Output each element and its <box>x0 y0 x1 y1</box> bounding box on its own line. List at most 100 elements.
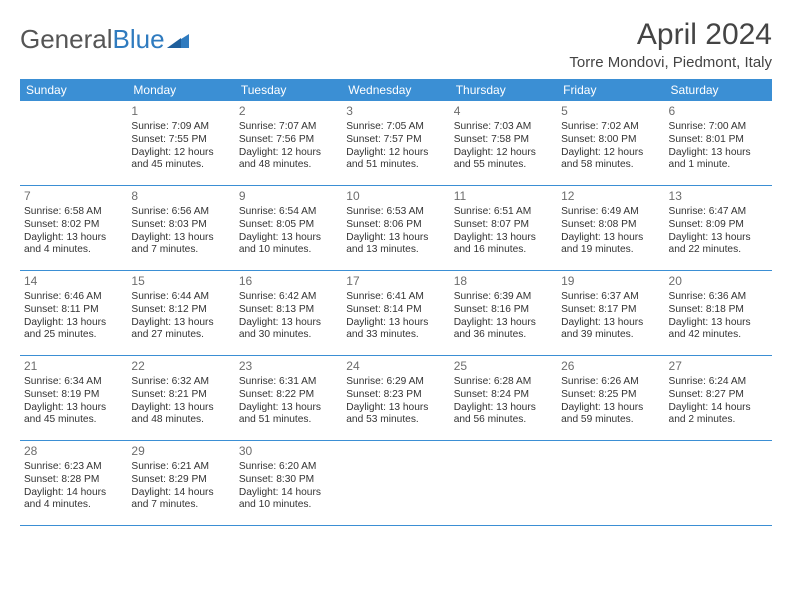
day-number: 10 <box>346 189 445 204</box>
daylight-text: Daylight: 12 hours and 55 minutes. <box>454 147 553 173</box>
sunset-text: Sunset: 7:57 PM <box>346 134 445 147</box>
sunrise-text: Sunrise: 6:44 AM <box>131 291 230 304</box>
sunrise-text: Sunrise: 6:28 AM <box>454 376 553 389</box>
day-cell: 7Sunrise: 6:58 AMSunset: 8:02 PMDaylight… <box>20 186 127 270</box>
day-cell: 3Sunrise: 7:05 AMSunset: 7:57 PMDaylight… <box>342 101 449 185</box>
day-cell: 6Sunrise: 7:00 AMSunset: 8:01 PMDaylight… <box>665 101 772 185</box>
week-row: 14Sunrise: 6:46 AMSunset: 8:11 PMDayligh… <box>20 271 772 356</box>
day-cell: 13Sunrise: 6:47 AMSunset: 8:09 PMDayligh… <box>665 186 772 270</box>
week-row: 28Sunrise: 6:23 AMSunset: 8:28 PMDayligh… <box>20 441 772 526</box>
sunset-text: Sunset: 8:00 PM <box>561 134 660 147</box>
daylight-text: Daylight: 14 hours and 10 minutes. <box>239 487 338 513</box>
day-cell <box>557 441 664 525</box>
daylight-text: Daylight: 13 hours and 22 minutes. <box>669 232 768 258</box>
day-cell: 4 Sunrise: 7:03 AMSunset: 7:58 PMDaylight… <box>450 101 557 185</box>
month-title: April 2024 <box>569 18 772 52</box>
sunrise-text: Sunrise: 7:00 AM <box>669 121 768 134</box>
sunrise-text: Sunrise: 6:42 AM <box>239 291 338 304</box>
page: GeneralBlue April 2024 Torre Mondovi, Pi… <box>0 0 792 536</box>
day-cell: 2Sunrise: 7:07 AMSunset: 7:56 PMDaylight… <box>235 101 342 185</box>
daylight-text: Daylight: 12 hours and 48 minutes. <box>239 147 338 173</box>
daylight-text: Daylight: 13 hours and 51 minutes. <box>239 402 338 428</box>
sunset-text: Sunset: 8:08 PM <box>561 219 660 232</box>
day-cell: 23Sunrise: 6:31 AMSunset: 8:22 PMDayligh… <box>235 356 342 440</box>
day-number: 11 <box>454 189 553 204</box>
day-number: 6 <box>669 104 768 119</box>
sunrise-text: Sunrise: 7:03 AM <box>454 121 553 134</box>
day-cell: 28Sunrise: 6:23 AMSunset: 8:28 PMDayligh… <box>20 441 127 525</box>
daylight-text: Daylight: 12 hours and 58 minutes. <box>561 147 660 173</box>
sunset-text: Sunset: 8:30 PM <box>239 474 338 487</box>
day-number: 21 <box>24 359 123 374</box>
sunset-text: Sunset: 8:11 PM <box>24 304 123 317</box>
day-cell: 17Sunrise: 6:41 AMSunset: 8:14 PMDayligh… <box>342 271 449 355</box>
day-cell: 20Sunrise: 6:36 AMSunset: 8:18 PMDayligh… <box>665 271 772 355</box>
day-cell: 9Sunrise: 6:54 AMSunset: 8:05 PMDaylight… <box>235 186 342 270</box>
sunset-text: Sunset: 7:55 PM <box>131 134 230 147</box>
sunrise-text: Sunrise: 6:58 AM <box>24 206 123 219</box>
daylight-text: Daylight: 13 hours and 19 minutes. <box>561 232 660 258</box>
sunset-text: Sunset: 8:09 PM <box>669 219 768 232</box>
sunset-text: Sunset: 8:27 PM <box>669 389 768 402</box>
sunset-text: Sunset: 8:28 PM <box>24 474 123 487</box>
day-number: 17 <box>346 274 445 289</box>
day-number: 23 <box>239 359 338 374</box>
day-cell: 16Sunrise: 6:42 AMSunset: 8:13 PMDayligh… <box>235 271 342 355</box>
sunset-text: Sunset: 8:06 PM <box>346 219 445 232</box>
sunrise-text: Sunrise: 6:36 AM <box>669 291 768 304</box>
dow-monday: Monday <box>127 79 234 101</box>
day-number: 9 <box>239 189 338 204</box>
sunrise-text: Sunrise: 6:32 AM <box>131 376 230 389</box>
day-cell <box>450 441 557 525</box>
sunrise-text: Sunrise: 6:51 AM <box>454 206 553 219</box>
sunrise-text: Sunrise: 6:39 AM <box>454 291 553 304</box>
daylight-text: Daylight: 13 hours and 36 minutes. <box>454 317 553 343</box>
day-cell: 10Sunrise: 6:53 AMSunset: 8:06 PMDayligh… <box>342 186 449 270</box>
day-number: 1 <box>131 104 230 119</box>
day-number: 4 <box>454 104 553 119</box>
daylight-text: Daylight: 12 hours and 45 minutes. <box>131 147 230 173</box>
sunrise-text: Sunrise: 6:53 AM <box>346 206 445 219</box>
sunrise-text: Sunrise: 6:47 AM <box>669 206 768 219</box>
dow-tuesday: Tuesday <box>235 79 342 101</box>
day-cell <box>665 441 772 525</box>
dow-wednesday: Wednesday <box>342 79 449 101</box>
daylight-text: Daylight: 13 hours and 4 minutes. <box>24 232 123 258</box>
day-number: 14 <box>24 274 123 289</box>
day-number: 16 <box>239 274 338 289</box>
day-cell: 19Sunrise: 6:37 AMSunset: 8:17 PMDayligh… <box>557 271 664 355</box>
sunset-text: Sunset: 8:22 PM <box>239 389 338 402</box>
day-cell: 22Sunrise: 6:32 AMSunset: 8:21 PMDayligh… <box>127 356 234 440</box>
sunset-text: Sunset: 8:25 PM <box>561 389 660 402</box>
sunset-text: Sunset: 8:03 PM <box>131 219 230 232</box>
sunset-text: Sunset: 8:16 PM <box>454 304 553 317</box>
dow-friday: Friday <box>557 79 664 101</box>
daylight-text: Daylight: 13 hours and 42 minutes. <box>669 317 768 343</box>
day-cell: 11Sunrise: 6:51 AMSunset: 8:07 PMDayligh… <box>450 186 557 270</box>
sunrise-text: Sunrise: 7:09 AM <box>131 121 230 134</box>
title-block: April 2024 Torre Mondovi, Piedmont, Ital… <box>569 18 772 71</box>
daylight-text: Daylight: 13 hours and 33 minutes. <box>346 317 445 343</box>
calendar: Sunday Monday Tuesday Wednesday Thursday… <box>20 79 772 526</box>
sunrise-text: Sunrise: 6:20 AM <box>239 461 338 474</box>
sunrise-text: Sunrise: 6:21 AM <box>131 461 230 474</box>
sunset-text: Sunset: 8:19 PM <box>24 389 123 402</box>
week-row: 1Sunrise: 7:09 AMSunset: 7:55 PMDaylight… <box>20 101 772 186</box>
sunrise-text: Sunrise: 7:07 AM <box>239 121 338 134</box>
day-of-week-row: Sunday Monday Tuesday Wednesday Thursday… <box>20 79 772 101</box>
daylight-text: Daylight: 13 hours and 45 minutes. <box>24 402 123 428</box>
day-number: 2 <box>239 104 338 119</box>
daylight-text: Daylight: 13 hours and 7 minutes. <box>131 232 230 258</box>
day-number: 30 <box>239 444 338 459</box>
day-number: 26 <box>561 359 660 374</box>
daylight-text: Daylight: 13 hours and 56 minutes. <box>454 402 553 428</box>
sunrise-text: Sunrise: 6:37 AM <box>561 291 660 304</box>
sunset-text: Sunset: 8:02 PM <box>24 219 123 232</box>
day-cell: 18Sunrise: 6:39 AMSunset: 8:16 PMDayligh… <box>450 271 557 355</box>
sunset-text: Sunset: 8:01 PM <box>669 134 768 147</box>
sunrise-text: Sunrise: 6:54 AM <box>239 206 338 219</box>
daylight-text: Daylight: 12 hours and 51 minutes. <box>346 147 445 173</box>
sunset-text: Sunset: 7:58 PM <box>454 134 553 147</box>
day-number: 19 <box>561 274 660 289</box>
sunset-text: Sunset: 8:29 PM <box>131 474 230 487</box>
